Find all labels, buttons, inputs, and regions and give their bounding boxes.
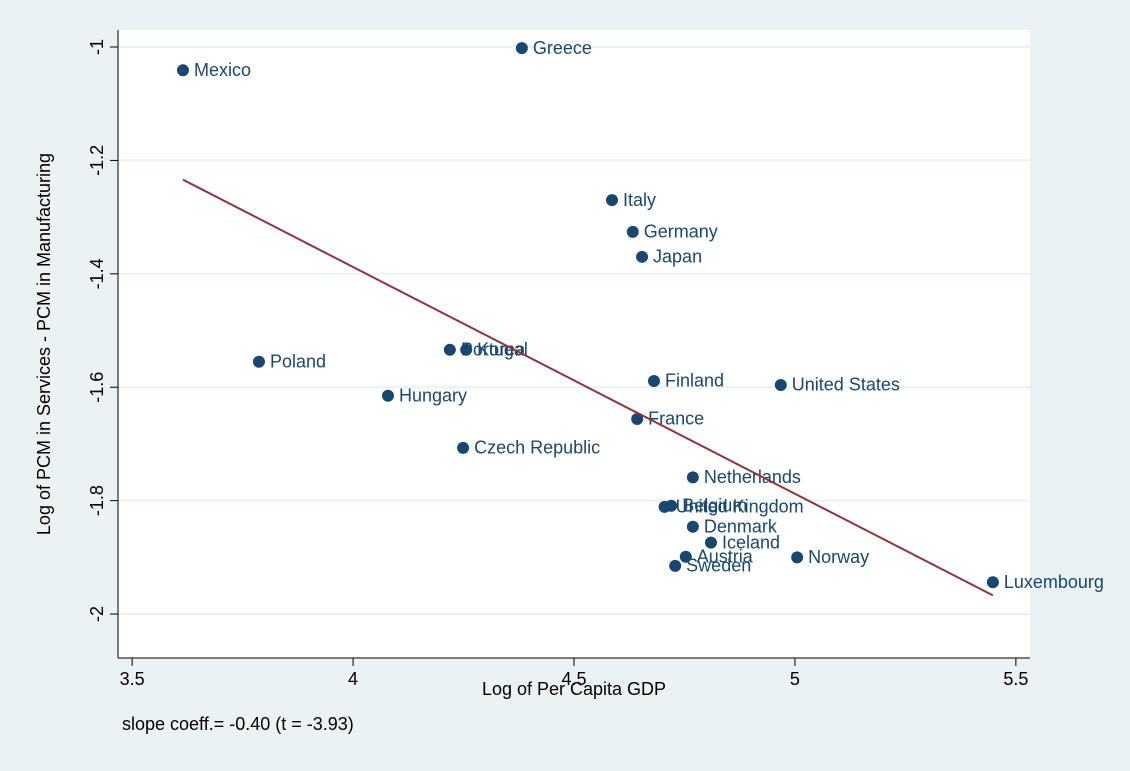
point <box>515 42 528 55</box>
point <box>669 559 682 572</box>
x-tick-label: 3.5 <box>120 669 145 689</box>
x-tick-label: 4 <box>348 669 358 689</box>
y-tick-label: -1.6 <box>87 372 107 403</box>
point <box>631 412 644 425</box>
point-label: Germany <box>644 222 718 242</box>
point-label: Denmark <box>704 516 778 536</box>
y-tick-label: -1.2 <box>87 145 107 176</box>
point <box>986 576 999 589</box>
x-tick-label: 5.5 <box>1003 669 1028 689</box>
point <box>686 471 699 484</box>
y-tick-label: -1.8 <box>87 485 107 516</box>
point <box>460 343 473 356</box>
point-label: Finland <box>665 371 724 391</box>
point-label: Italy <box>623 190 656 210</box>
point-label: Luxembourg <box>1004 572 1104 592</box>
point-label: Portugal <box>461 340 528 360</box>
point-label: United Kingdom <box>676 497 804 517</box>
point <box>381 389 394 402</box>
point <box>665 499 678 512</box>
point <box>774 378 787 391</box>
point-label: Austria <box>697 547 754 567</box>
point-label: France <box>648 409 704 429</box>
y-axis-title: Log of PCM in Services - PCM in Manufact… <box>34 153 54 535</box>
x-tick-label: 5 <box>790 669 800 689</box>
point-label: Czech Republic <box>474 438 600 458</box>
fit-line <box>182 178 994 597</box>
point <box>791 551 804 564</box>
point <box>252 355 265 368</box>
x-tick-label: 4.5 <box>561 669 586 689</box>
point-label: Poland <box>270 351 326 371</box>
point-label: Hungary <box>399 385 467 405</box>
point-label: Greece <box>533 38 592 58</box>
point-label: Iceland <box>722 532 780 552</box>
point-label: Netherlands <box>704 467 801 487</box>
point-label: Japan <box>653 247 702 267</box>
x-axis-title: Log of Per Capita GDP <box>482 679 666 699</box>
point <box>647 374 660 387</box>
point <box>626 225 639 238</box>
point-label: Norway <box>808 547 869 567</box>
point <box>606 194 618 207</box>
y-tick-label: -1 <box>87 39 107 55</box>
point <box>704 536 717 549</box>
point-label: United States <box>792 375 900 395</box>
point <box>679 550 692 563</box>
point-label: Belgium <box>682 495 747 515</box>
point <box>443 343 456 356</box>
plot-area <box>118 30 1030 658</box>
point-label: Mexico <box>194 60 251 80</box>
point <box>457 441 470 454</box>
point-label: Korea <box>477 340 526 360</box>
point <box>176 64 189 77</box>
y-tick-label: -1.4 <box>87 258 107 289</box>
note: slope coeff.= -0.40 (t = -3.93) <box>122 714 354 734</box>
y-tick-label: -2 <box>87 606 107 622</box>
point <box>636 250 649 263</box>
point <box>686 520 699 533</box>
point-label: Sweden <box>686 556 751 576</box>
